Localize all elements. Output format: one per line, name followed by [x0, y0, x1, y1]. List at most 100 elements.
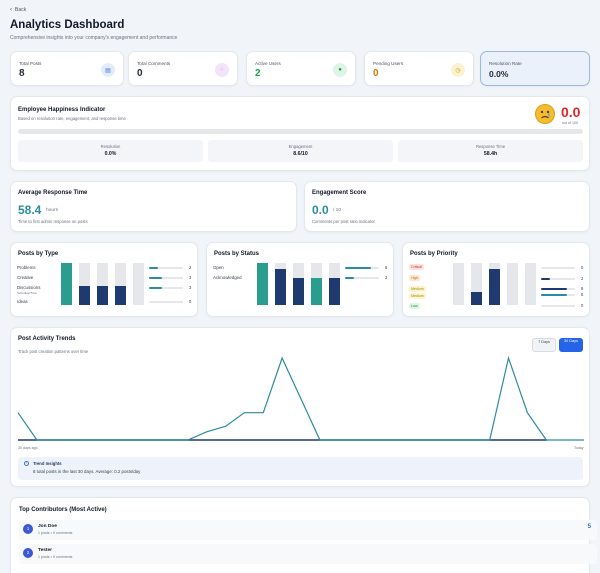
stat-value: 8 — [19, 68, 25, 79]
priority-column-4 — [507, 263, 518, 305]
type-column-2 — [79, 263, 90, 305]
chat-bubble-icon: ◌ — [215, 63, 229, 77]
status-row-label: Open — [213, 265, 224, 270]
status-count: 6 — [385, 265, 388, 270]
type-mini-bar — [149, 301, 183, 303]
page-title: Analytics Dashboard — [10, 19, 125, 31]
metric-label: Response Time — [475, 144, 506, 149]
priority-mini-bar — [541, 288, 575, 290]
chevron-left-icon: ‹ — [10, 7, 12, 13]
type-row-label: Creative — [17, 275, 34, 280]
stat-label: Resolution Rate — [489, 61, 522, 66]
type-count: 3 — [189, 285, 192, 290]
metric-value: 58.4h — [483, 151, 498, 157]
type-mini-bar — [149, 267, 183, 269]
response-time-title: Average Response Time — [18, 190, 88, 196]
type-column-5 — [133, 263, 144, 305]
stat-label: Total Comments — [137, 61, 171, 66]
engagement-card: Engagement Score 0.0 / 10 Comments per p… — [304, 181, 590, 232]
status-column-4 — [311, 263, 322, 305]
range-7-days-button[interactable]: 7 Days — [532, 338, 556, 352]
type-count: 3 — [189, 275, 192, 280]
page-subtitle: Comprehensive insights into your company… — [10, 35, 178, 41]
status-count: 2 — [385, 275, 388, 280]
type-column-3 — [97, 263, 108, 305]
type-row-label: Ideas — [17, 299, 28, 304]
column-fill — [257, 263, 268, 305]
stat-label: Active Users — [255, 61, 281, 66]
sad-face-icon — [535, 104, 555, 124]
status-mini-bar — [345, 267, 379, 269]
metric-label: Engagement — [288, 144, 313, 149]
metric-value: 0.0% — [104, 151, 117, 157]
contributor-rank-badge: 2 — [23, 548, 33, 558]
response-time-unit: hours — [46, 208, 58, 213]
posts-by-priority-title: Posts by Priority — [410, 251, 458, 257]
top-contributors-title: Top Contributors (Most Active) — [19, 507, 107, 513]
mini-bar-fill — [149, 267, 158, 269]
type-row-label: Discussions — [17, 285, 41, 290]
column-fill — [293, 277, 304, 305]
column-fill — [329, 277, 340, 305]
clock-icon: ◷ — [451, 63, 465, 77]
priority-count: 6 — [581, 292, 584, 297]
document-icon: ▤ — [101, 63, 115, 77]
metric-resolution: Resolution 0.0% — [18, 140, 203, 162]
happiness-score: 0.0 — [561, 104, 581, 120]
column-fill — [275, 269, 286, 305]
metric-label: Resolution — [100, 144, 121, 149]
status-row-label: Acknowledged — [213, 275, 242, 280]
contributor-row[interactable]: 1 Jon Doe 1 posts • 0 comments 5 — [19, 520, 597, 540]
mini-bar-fill — [345, 277, 354, 279]
back-link[interactable]: ‹ Back — [10, 7, 26, 13]
type-count: 0 — [189, 299, 192, 304]
priority-badge-medium: Medium — [409, 286, 426, 292]
activity-trends-card: Post Activity Trends Track post creation… — [10, 327, 590, 487]
happiness-score-caption: out of 100 — [562, 121, 578, 125]
stat-label: Pending Users — [373, 61, 404, 66]
contributor-row[interactable]: 2 Tester 1 posts • 0 comments — [19, 544, 597, 564]
stat-card-resolution-rate[interactable]: Resolution Rate 0.0% — [480, 51, 590, 86]
contributor-name: Tester — [38, 548, 53, 553]
stat-value: 0 — [137, 68, 143, 79]
mini-bar-fill — [541, 278, 550, 280]
trend-insights-title: Trend Insights — [33, 461, 62, 466]
stat-card-total-posts: Total Posts 8 ▤ — [10, 51, 124, 86]
status-column-2 — [275, 263, 286, 305]
priority-mini-bar — [541, 278, 575, 280]
engagement-unit: / 10 — [333, 208, 342, 213]
stat-value: 0.0% — [489, 69, 509, 79]
type-row-sublabel: Schedule/Time — [17, 291, 37, 295]
stat-label: Total Posts — [19, 61, 42, 66]
mini-bar-fill — [149, 277, 162, 279]
contributor-name: Jon Doe — [38, 524, 57, 529]
response-time-caption: Time to first admin response on posts — [18, 219, 88, 224]
priority-count: 2 — [581, 276, 584, 281]
column-fill — [79, 286, 90, 305]
happiness-card: Employee Happiness Indicator Based on re… — [10, 96, 590, 171]
column-fill — [471, 292, 482, 305]
posts-by-priority-card: Posts by Priority Critical High Medium M… — [402, 242, 590, 317]
happiness-subtitle: Based on resolution rate, engagement, an… — [18, 116, 126, 121]
priority-mini-bar — [541, 294, 575, 296]
type-mini-bar — [149, 277, 183, 279]
response-time-value: 58.4 — [18, 203, 42, 217]
priority-badge-high: High — [409, 275, 421, 281]
stat-value: 0 — [373, 68, 379, 79]
range-30-days-button[interactable]: 30 Days — [559, 338, 583, 352]
x-axis-end-label: Today — [574, 446, 584, 450]
trend-insights-text: 8 total posts in the last 30 days. Avera… — [33, 469, 141, 474]
engagement-value: 0.0 — [312, 203, 329, 217]
type-row-label: Problems — [17, 265, 36, 270]
happiness-title: Employee Happiness Indicator — [18, 107, 106, 113]
type-mini-bar — [149, 287, 183, 289]
stat-card-pending-users: Pending Users 0 ◷ — [364, 51, 474, 86]
priority-column-2 — [471, 263, 482, 305]
response-time-card: Average Response Time 58.4 hours Time to… — [10, 181, 297, 232]
mini-bar-fill — [541, 294, 567, 296]
user-icon: ● — [333, 63, 347, 77]
contributor-meta: 1 posts • 0 comments — [38, 555, 73, 559]
posts-by-status-title: Posts by Status — [214, 251, 260, 257]
activity-trends-title: Post Activity Trends — [18, 336, 76, 342]
priority-badge-medium: Medium — [409, 293, 426, 299]
